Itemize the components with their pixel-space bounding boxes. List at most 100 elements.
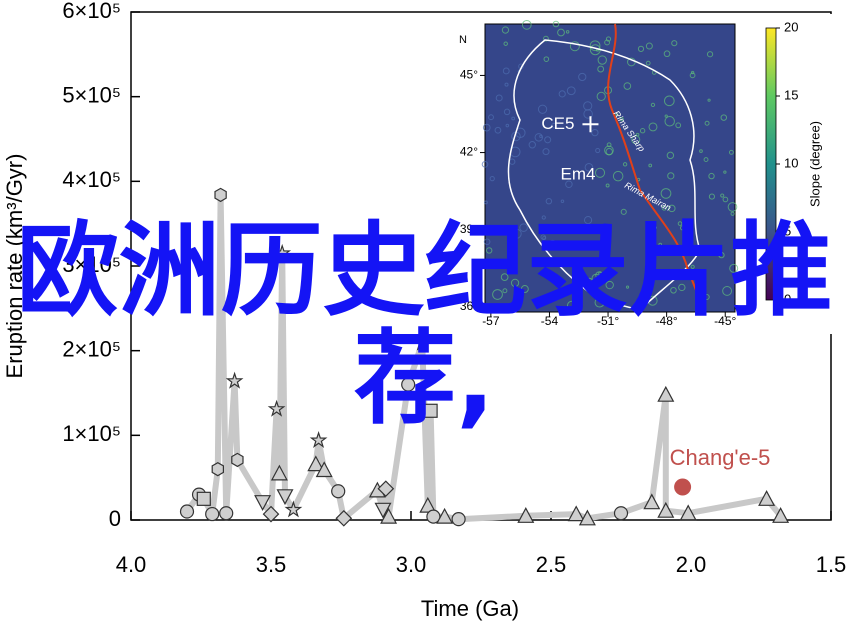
rille [607,23,701,301]
map-texture [625,285,630,289]
map-texture [650,102,656,108]
data-point [267,399,286,417]
map-texture [521,19,532,30]
map-texture [677,221,683,226]
colorbar-tick-label: 10 [784,155,798,170]
map-texture [612,170,624,182]
map-texture [730,211,735,216]
map-texture [502,288,508,294]
trend-line [184,191,783,523]
map-texture [565,180,573,189]
data-point [205,506,220,522]
data-point [214,187,227,203]
map-texture [718,252,725,259]
map-texture [558,90,566,98]
map-texture [669,245,677,253]
map-texture [660,188,672,199]
colorbar-tick-label: 15 [784,87,798,102]
map-texture [500,273,509,281]
data-point [179,504,195,519]
map-texture [663,50,671,58]
map-texture [598,271,603,276]
map-texture [699,149,703,153]
map-texture [703,157,709,163]
colorbar-tick-label: 0 [784,291,791,306]
data-point [374,502,392,519]
map-texture [729,263,739,273]
map-texture [645,42,653,50]
x-axis-title: Time (Ga) [421,596,519,621]
map-texture [723,170,727,174]
data-point [309,431,328,449]
map-texture [503,41,508,46]
map-texture [690,70,695,75]
map-texture [727,202,738,212]
map-texture [510,278,520,288]
map-texture [647,272,653,277]
map-texture [594,297,605,308]
map-texture [653,226,657,230]
map-texture [591,128,599,137]
y-tick-label: 5×10⁵ [62,82,121,107]
map-texture [540,234,546,240]
map-texture [543,56,550,62]
data-point [270,464,288,481]
map-texture [485,247,493,254]
data-point [380,507,398,524]
overlay-text: 欧洲历史纪录片推荐, [16,212,833,439]
map-texture [542,148,550,156]
map-texture [488,114,494,121]
map-texture [583,216,593,225]
data-point [772,507,790,523]
map-y-tick-label: 45° [460,68,478,82]
data-point [211,462,224,477]
map-x-tick-label: -45° [714,314,736,328]
data-point [284,500,303,518]
map-texture [589,40,601,52]
map-texture [689,72,696,79]
map-texture [675,122,682,129]
data-point [578,509,596,526]
map-texture [578,72,587,82]
map-texture [722,196,729,203]
map-texture [622,162,628,167]
map-texture [631,135,641,145]
data-point [219,506,234,521]
map-texture [520,285,529,294]
map-texture [604,39,611,46]
map-texture [492,289,503,300]
data-point [451,512,466,527]
map-texture [668,204,676,213]
data-point [423,403,438,418]
map-texture [505,123,510,128]
map-texture [690,264,695,269]
map-texture [728,149,734,155]
x-tick-label: 3.5 [256,552,287,577]
map-texture [591,273,601,283]
map-texture [615,113,619,117]
map-texture [667,172,675,180]
y-tick-label: 2×10⁵ [62,336,121,361]
map-x-tick-label: -54 [541,314,559,328]
map-texture [666,151,675,160]
map-x-tick-label: -48° [656,314,678,328]
north-label: N [459,34,467,46]
map-texture [708,172,715,180]
map-texture [658,242,663,247]
map-texture [551,122,557,129]
map-texture [528,141,536,149]
data-point [758,490,776,506]
map-texture [595,147,601,154]
x-tick-label: 4.0 [116,552,147,577]
map-texture [481,160,489,168]
data-point [657,385,675,402]
map-texture [606,142,612,148]
y-tick-label: 1×10⁵ [62,421,121,446]
data-point [613,506,629,521]
data-point [335,509,353,527]
x-tick-label: 3.0 [396,552,427,577]
map-texture [585,277,594,286]
map-texture [483,238,491,246]
